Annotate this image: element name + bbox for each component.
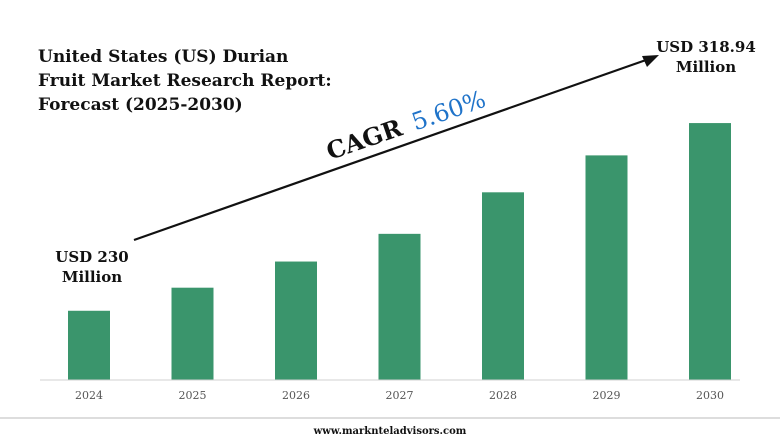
start-value-line: USD 230 <box>55 248 128 266</box>
bar-2028 <box>482 192 524 380</box>
chart-title: United States (US) Durian Fruit Market R… <box>38 47 332 115</box>
bar-2030 <box>689 123 731 381</box>
start-value-line: Million <box>62 268 122 286</box>
bar-2026 <box>275 261 317 380</box>
bars-layer <box>68 123 731 381</box>
growth-arrow <box>133 55 659 242</box>
chart-title-line: Forecast (2025-2030) <box>38 95 243 115</box>
x-tick-label: 2026 <box>282 389 310 402</box>
bar-2029 <box>585 155 628 380</box>
end-value-line: Million <box>676 58 736 76</box>
cagr-prefix: CAGR <box>323 112 407 165</box>
bar-2024 <box>68 310 110 380</box>
x-tick-labels: 2024 2025 2026 2027 2028 2029 2030 <box>75 389 724 402</box>
bar-2025 <box>171 287 214 380</box>
chart-title-line: United States (US) Durian <box>38 47 288 67</box>
chart-title-line: Fruit Market Research Report: <box>38 71 332 91</box>
x-tick-label: 2030 <box>696 389 724 402</box>
start-value-label: USD 230 Million <box>55 248 128 286</box>
x-tick-label: 2029 <box>593 389 621 402</box>
end-value-label: USD 318.94 Million <box>656 38 756 76</box>
end-value-line: USD 318.94 <box>656 38 756 56</box>
arrow-head-icon <box>642 55 659 67</box>
x-tick-label: 2027 <box>386 389 414 402</box>
footer-url: www.marknteladvisors.com <box>313 426 467 437</box>
x-tick-label: 2025 <box>179 389 207 402</box>
bar-2027 <box>378 233 421 380</box>
x-tick-label: 2028 <box>489 389 517 402</box>
x-tick-label: 2024 <box>75 389 103 402</box>
growth-arrow-line <box>133 58 647 242</box>
